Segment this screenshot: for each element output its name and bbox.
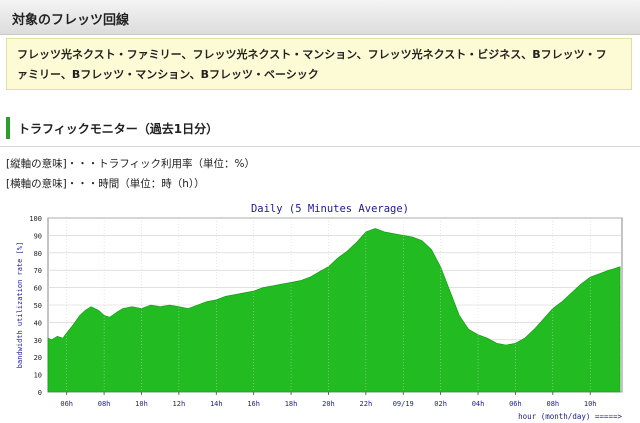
section-title: 対象のフレッツ回線 xyxy=(12,13,130,28)
x-tick-label: 08h xyxy=(98,400,111,408)
chart-title: Daily (5 Minutes Average) xyxy=(251,203,409,215)
y-tick-label: 40 xyxy=(34,319,42,327)
y-tick-label: 10 xyxy=(34,372,42,380)
x-tick-label: 04h xyxy=(472,400,485,408)
x-tick-label: 20h xyxy=(322,400,335,408)
x-tick-label: 09/19 xyxy=(393,400,414,408)
y-tick-label: 70 xyxy=(34,267,42,275)
x-tick-label: 06h xyxy=(60,400,73,408)
x-axis-legend: [横軸の意味]・・・時間（単位：時（h）） xyxy=(6,178,205,190)
y-tick-label: 90 xyxy=(34,232,42,240)
y-tick-label: 100 xyxy=(29,215,42,223)
x-tick-label: 06h xyxy=(509,400,522,408)
service-list-box: フレッツ光ネクスト・ファミリー、フレッツ光ネクスト・マンション、フレッツ光ネクス… xyxy=(6,38,632,90)
x-axis-label: hour (month/day) =====> xyxy=(518,412,622,421)
x-tick-label: 12h xyxy=(173,400,186,408)
service-list-line-2: ァミリー、Bフレッツ・マンション、Bフレッツ・ベーシック xyxy=(17,68,319,81)
traffic-chart: 0 10 20 30 40 50 60 70 80 90 100 06h 08h 10h 12h 14h 16h… xyxy=(16,203,623,421)
x-tick-label: 14h xyxy=(210,400,223,408)
area-series xyxy=(47,228,621,393)
service-list-line-1: フレッツ光ネクスト・ファミリー、フレッツ光ネクスト・マンション、フレッツ光ネクス… xyxy=(17,48,607,61)
y-axis-label: bandwidth utilization rate [%] xyxy=(16,242,24,368)
y-tick-label: 0 xyxy=(38,389,42,397)
y-tick-label: 60 xyxy=(34,285,42,293)
x-tick-label: 08h xyxy=(546,400,559,408)
y-tick-label: 20 xyxy=(34,354,42,362)
y-axis-legend: [縦軸の意味]・・・トラフィック利用率（単位：%） xyxy=(6,158,255,170)
x-tick-label: 10h xyxy=(584,400,597,408)
heading-accent-bar xyxy=(6,117,10,139)
y-tick-label: 50 xyxy=(34,302,42,310)
x-tick-label: 10h xyxy=(135,400,148,408)
x-tick-label: 18h xyxy=(285,400,298,408)
section-header: 対象のフレッツ回線 xyxy=(0,0,640,35)
x-tick-label: 22h xyxy=(360,400,373,408)
divider xyxy=(0,146,640,147)
x-tick-label: 16h xyxy=(247,400,260,408)
traffic-monitor-title: トラフィックモニター（過去1日分） xyxy=(18,122,219,136)
x-tick-label: 02h xyxy=(434,400,447,408)
y-tick-label: 80 xyxy=(34,250,42,258)
y-tick-label: 30 xyxy=(34,337,42,345)
